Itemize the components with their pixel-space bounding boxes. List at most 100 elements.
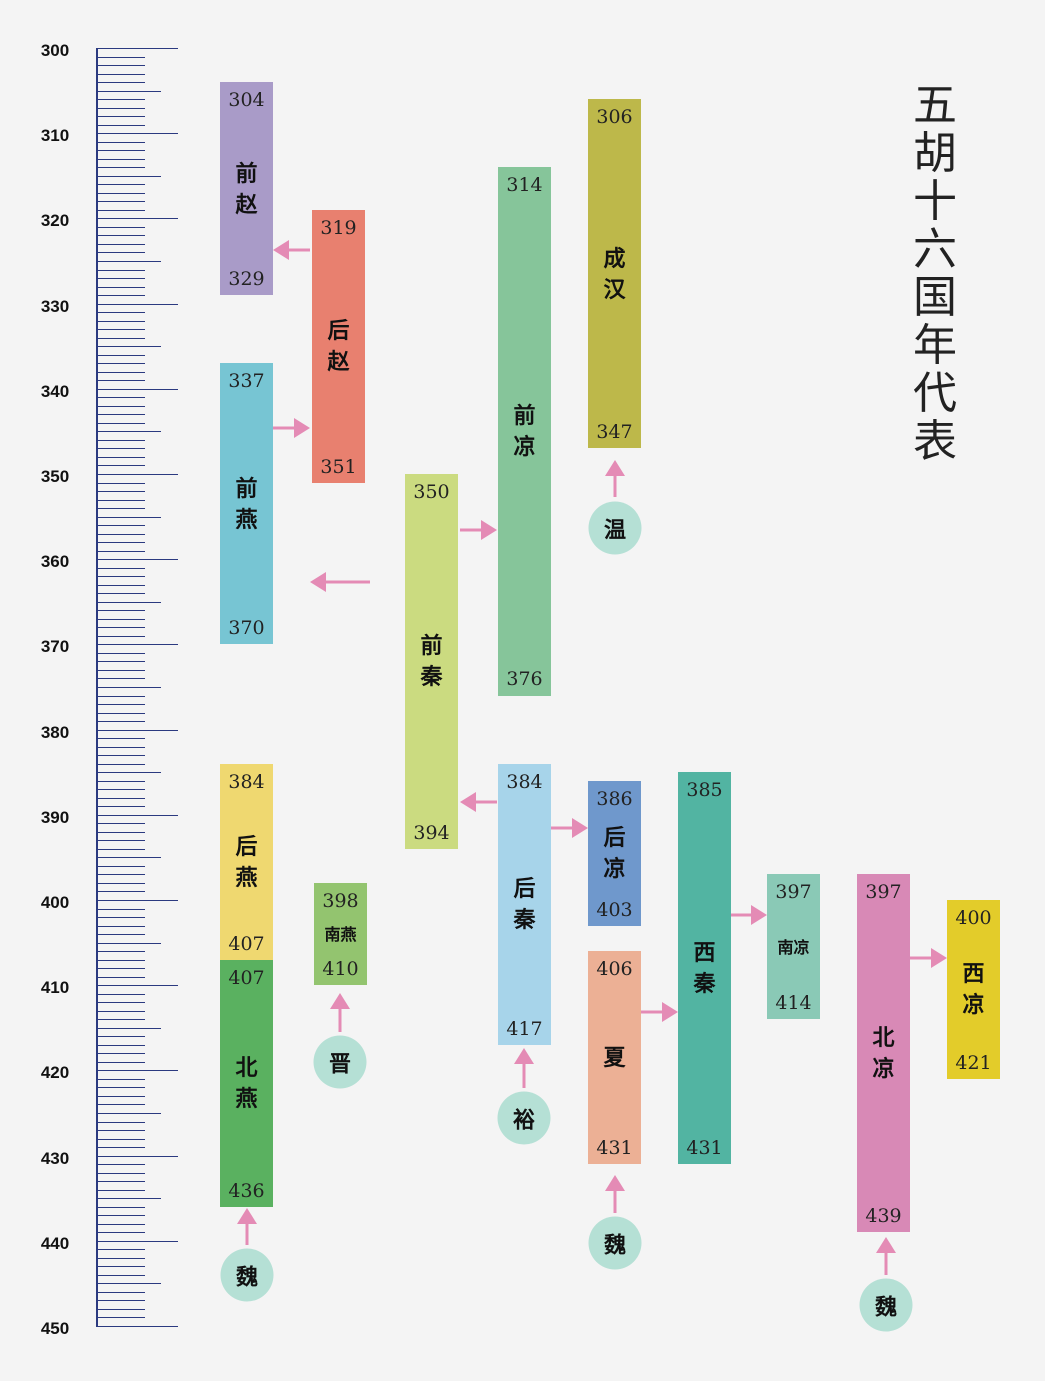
arrow-icon xyxy=(641,1002,678,1022)
axis-tick xyxy=(97,746,145,748)
axis-tick xyxy=(97,925,145,927)
axis-tick xyxy=(97,644,178,646)
arrow-icon xyxy=(551,818,588,838)
axis-tick xyxy=(97,1053,145,1055)
kingdom-bar: 314 前凉 376 xyxy=(498,167,551,696)
axis-tick xyxy=(97,789,145,791)
kingdom-bar: 400 西凉 421 xyxy=(947,900,1000,1079)
axis-tick xyxy=(97,1113,161,1114)
kingdom-bar: 386 后凉 403 xyxy=(588,780,641,926)
axis-tick xyxy=(97,814,178,816)
arrow-icon xyxy=(910,948,947,968)
axis-tick xyxy=(97,959,145,961)
arrow-icon xyxy=(605,460,625,497)
axis-tick xyxy=(97,831,145,833)
axis-tick xyxy=(97,1198,161,1200)
axis-tick xyxy=(97,465,145,467)
axis-tick xyxy=(97,712,145,714)
kingdom-name: 北凉 xyxy=(872,1026,895,1083)
kingdom-bar: 398 南燕 410 xyxy=(314,882,367,986)
end-year: 407 xyxy=(228,932,265,955)
axis-tick xyxy=(97,226,145,228)
kingdom-name: 成汉 xyxy=(603,246,626,303)
axis-tick xyxy=(97,772,161,774)
axis-tick xyxy=(97,167,145,169)
axis-tick xyxy=(97,567,145,569)
start-year: 398 xyxy=(322,889,359,912)
start-year: 406 xyxy=(596,958,633,981)
axis-tick xyxy=(97,942,161,944)
axis-tick xyxy=(97,678,145,680)
conqueror-circle: 魏 xyxy=(220,1248,274,1302)
axis-tick xyxy=(97,99,145,101)
axis-tick-label: 320 xyxy=(40,211,70,231)
start-year: 397 xyxy=(775,881,812,904)
chart-title: 五胡十六国年代表 xyxy=(913,80,957,467)
axis-tick xyxy=(97,1036,145,1038)
axis-tick-label: 340 xyxy=(40,381,70,401)
kingdom-name: 前凉 xyxy=(513,404,536,461)
axis-tick xyxy=(97,82,145,84)
axis-tick xyxy=(97,405,145,407)
arrow-icon xyxy=(514,1048,534,1088)
axis-tick xyxy=(97,491,145,493)
kingdom-bar: 407 北燕 436 xyxy=(220,959,273,1207)
conqueror-circle: 温 xyxy=(588,501,642,555)
kingdom-name: 南燕 xyxy=(324,925,357,945)
axis-tick xyxy=(97,1078,145,1080)
axis-tick xyxy=(97,1164,145,1166)
axis-tick xyxy=(97,439,145,441)
axis-tick-label: 380 xyxy=(40,722,70,742)
start-year: 397 xyxy=(865,881,902,904)
axis-tick xyxy=(97,1070,178,1072)
kingdom-name: 后秦 xyxy=(513,877,536,934)
axis-tick xyxy=(97,695,145,697)
axis-tick xyxy=(97,1274,145,1276)
axis-tick xyxy=(97,1138,145,1140)
kingdom-name: 北燕 xyxy=(235,1056,258,1113)
start-year: 337 xyxy=(228,370,265,393)
axis-tick xyxy=(97,976,145,978)
axis-tick xyxy=(97,806,145,808)
axis-tick xyxy=(97,261,161,262)
axis-tick xyxy=(97,337,145,339)
axis-tick xyxy=(97,269,145,271)
axis-tick xyxy=(97,533,145,535)
axis-tick-label: 310 xyxy=(40,126,70,146)
axis-tick xyxy=(97,1061,145,1063)
arrow-icon xyxy=(237,1208,257,1245)
axis-tick xyxy=(97,286,145,288)
axis-tick xyxy=(97,346,161,348)
axis-tick xyxy=(97,235,145,237)
axis-tick xyxy=(97,508,145,510)
axis-tick-label: 330 xyxy=(40,296,70,316)
axis-tick xyxy=(97,1215,145,1217)
arrow-icon xyxy=(605,1175,625,1213)
axis-tick-label: 430 xyxy=(40,1148,70,1168)
kingdom-name: 西凉 xyxy=(962,962,985,1019)
axis-tick xyxy=(97,1266,145,1268)
axis-tick xyxy=(97,985,178,987)
kingdom-bar: 306 成汉 347 xyxy=(588,99,641,449)
axis-tick xyxy=(97,388,178,390)
kingdom-bar: 337 前燕 370 xyxy=(220,363,273,645)
axis-tick xyxy=(97,1308,145,1310)
axis-tick xyxy=(97,116,145,118)
axis-tick xyxy=(97,618,145,620)
end-year: 410 xyxy=(322,958,359,981)
axis-line xyxy=(96,48,98,1327)
axis-tick xyxy=(97,1300,145,1302)
start-year: 385 xyxy=(686,779,723,802)
axis-tick xyxy=(97,652,145,654)
axis-tick xyxy=(97,550,145,552)
kingdom-name: 前秦 xyxy=(420,634,443,691)
axis-tick xyxy=(97,797,145,799)
axis-tick xyxy=(97,218,178,220)
axis-tick xyxy=(97,1249,145,1251)
axis-tick xyxy=(97,627,145,629)
axis-tick xyxy=(97,687,161,688)
start-year: 314 xyxy=(506,174,543,197)
axis-tick xyxy=(97,516,161,518)
axis-tick xyxy=(97,593,145,595)
axis-tick xyxy=(97,576,145,578)
